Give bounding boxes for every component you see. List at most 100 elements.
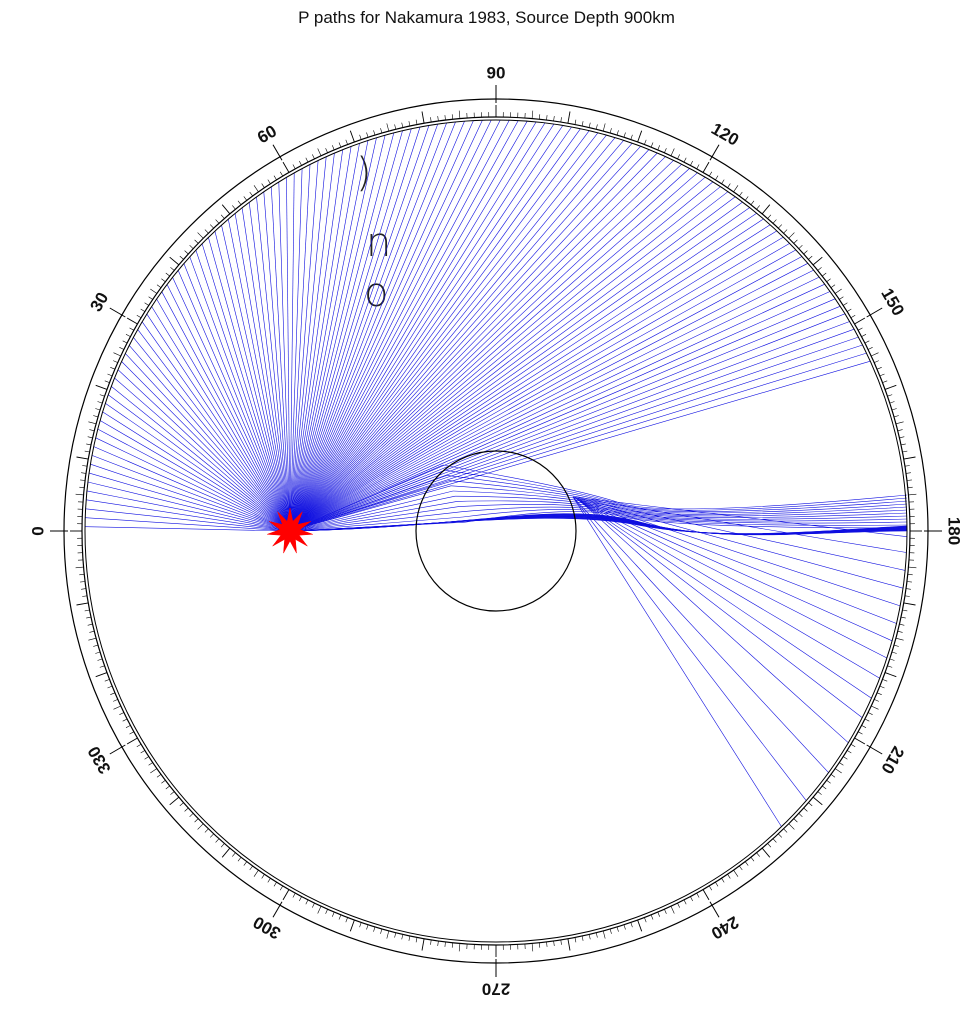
degree-tick [140,308,146,312]
major-tick [272,901,283,918]
ray-path [289,121,456,532]
degree-tick [220,214,225,219]
ray-path [579,500,880,679]
degree-tick [253,869,259,877]
degree-tick [458,110,461,119]
degree-tick [539,114,541,120]
ray-path [201,243,291,532]
degree-tick [88,637,97,641]
degree-tick [161,278,166,283]
degree-tick [220,843,225,848]
degree-tick [332,911,335,917]
degree-tick [830,774,836,778]
degree-tick [279,171,284,177]
degree-tick [715,175,719,181]
degree-tick [715,881,719,887]
ray-path [289,243,790,532]
degree-tick [906,581,912,583]
degree-tick [169,256,180,266]
degree-tick [683,899,687,905]
degree-tick [110,367,116,370]
ray-path [289,119,501,532]
ray-path [90,463,291,532]
degree-tick [232,852,236,857]
degree-tick [727,874,731,879]
ray-path [573,497,907,553]
degree-tick [876,692,882,695]
ray-path [271,186,291,532]
ray-path [289,164,311,532]
degree-tick [609,128,612,134]
degree-tick [237,857,242,862]
degree-tick [861,725,867,728]
degree-tick [75,566,84,569]
ray-path [161,291,291,532]
ray-path [289,511,462,532]
degree-tick [897,630,903,633]
degree-tick [144,302,149,306]
ray-path [464,511,908,529]
degree-tick [408,121,411,127]
ray-path [85,517,291,532]
ray-path [289,212,757,532]
ray-path [85,508,291,532]
degree-tick [437,116,439,122]
ray-path [289,128,581,532]
degree-tick [882,380,888,383]
degree-tick [430,939,432,945]
degree-tick [727,183,731,188]
ray-path [289,518,908,534]
degree-tick [125,334,131,337]
degree-tick [93,644,99,647]
ray-path [289,156,666,532]
degree-tick [136,314,142,319]
degree-tick [637,130,643,143]
degree-tick [630,922,633,928]
degree-tick [204,828,209,833]
degree-tick [756,205,760,210]
degree-tick [189,244,194,249]
degree-tick [299,160,302,166]
degree-tick [677,902,680,908]
degree-tick [905,472,911,474]
degree-tick [119,347,125,350]
degree-tick [165,272,170,277]
ray-path [289,485,452,532]
degree-tick [89,630,95,633]
degree-tick [846,750,852,754]
degree-tick [798,244,803,249]
angle-label: 30 [86,289,112,315]
degree-tick [81,472,87,474]
degree-tick [772,219,777,224]
degree-tick [345,139,348,145]
degree-tick [82,465,88,467]
ray-path [166,284,291,532]
degree-tick [650,914,654,920]
degree-tick [169,796,180,806]
degree-tick [332,145,335,151]
ray-path [289,146,352,532]
ray-path [289,152,658,532]
degree-tick [783,828,788,833]
ray-path [289,125,430,532]
degree-tick [80,581,86,583]
degree-tick [444,941,446,947]
degree-tick [839,762,844,766]
degree-tick [292,164,296,170]
degree-tick [273,881,277,887]
ray-path [576,498,901,607]
ray-path [289,130,590,532]
degree-tick [690,160,693,166]
degree-tick [650,142,654,148]
ray-path [93,446,291,532]
stray-text-fragment: )no [356,0,414,330]
ray-path [214,231,291,532]
degree-tick [843,756,848,760]
degree-tick [87,623,93,626]
degree-tick [366,132,369,138]
degree-tick [451,942,453,948]
degree-tick [793,239,798,244]
major-tick [709,144,720,161]
ray-path [289,132,395,532]
major-tick [866,744,883,755]
